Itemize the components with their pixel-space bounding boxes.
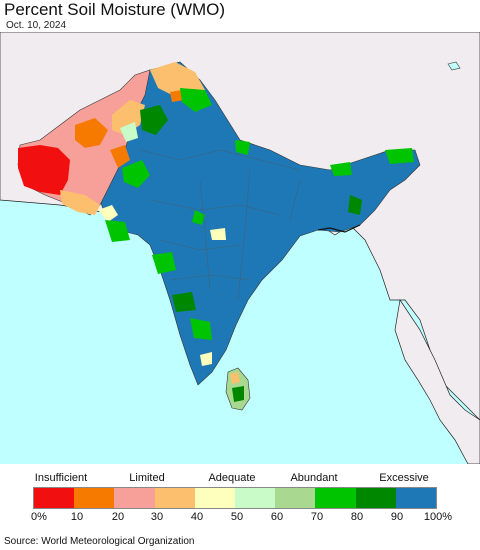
- green-patch-11: [348, 195, 362, 215]
- legend-swatch-4: [194, 488, 236, 508]
- legend-tick: 20: [111, 511, 125, 523]
- region-orange-2: [110, 145, 130, 168]
- legend-swatch-0: [34, 488, 75, 508]
- state-borders: [139, 149, 301, 301]
- legend-swatch-3: [154, 488, 195, 508]
- legend-swatch-7: [315, 488, 356, 508]
- lake: [447, 61, 461, 71]
- legend-tick: 50: [230, 511, 244, 523]
- region-light-orange: [60, 190, 100, 215]
- green-patch-2: [180, 88, 212, 112]
- soil-moisture-map: [0, 32, 480, 464]
- source-note: Source: World Meteorological Organizatio…: [4, 536, 195, 547]
- legend-swatch-9: [395, 488, 437, 508]
- legend-tick: 100%: [423, 511, 453, 523]
- legend-category-excessive: Excessive: [379, 472, 429, 484]
- sri-lanka-green: [232, 386, 244, 402]
- green-patch-1: [140, 105, 168, 135]
- legend-category-adequate: Adequate: [208, 472, 256, 484]
- green-patch-8: [235, 140, 250, 155]
- legend-tick: 30: [150, 511, 164, 523]
- legend-swatch-2: [114, 488, 155, 508]
- legend-tick: 80: [350, 511, 364, 523]
- region-light-orange-north: [112, 100, 145, 135]
- green-patch-6: [172, 292, 196, 312]
- legend-category-abundant: Abundant: [290, 472, 338, 484]
- region-orange: [75, 118, 108, 148]
- legend-category-insufficient: Insufficient: [34, 472, 88, 484]
- legend-tick: 0%: [31, 511, 47, 523]
- sri-lanka-orange: [230, 372, 240, 384]
- bay-coast: [317, 224, 361, 233]
- yellow-patch-south: [200, 352, 212, 366]
- green-patch-7: [190, 318, 212, 340]
- legend-swatch-6: [275, 488, 316, 508]
- legend-category-limited: Limited: [129, 472, 165, 484]
- legend-swatch-8: [355, 488, 396, 508]
- map-date: Oct. 10, 2024: [6, 20, 67, 31]
- green-patch-10: [385, 148, 414, 164]
- legend-tick: 90: [390, 511, 404, 523]
- green-patch-5: [152, 252, 176, 274]
- legend-tick: 40: [190, 511, 204, 523]
- green-patch-3: [122, 160, 150, 188]
- legend-tick: 10: [70, 511, 84, 523]
- yellow-patch: [210, 228, 226, 240]
- green-patch-12: [192, 210, 205, 225]
- legend-tick: 60: [270, 511, 284, 523]
- legend-tick: 70: [310, 511, 324, 523]
- region-yellow: [98, 205, 118, 222]
- legend-swatch-5: [235, 488, 276, 508]
- southeast-asia: [394, 299, 480, 464]
- map-title: Percent Soil Moisture (WMO): [4, 0, 226, 19]
- region-orange-spot: [170, 90, 184, 102]
- region-insufficient: [18, 145, 70, 195]
- legend-swatch-1: [74, 488, 115, 508]
- green-patch-4: [105, 220, 130, 242]
- legend-color-bar: [33, 487, 437, 509]
- green-patch-9: [330, 162, 352, 176]
- region-adequate: [120, 122, 138, 142]
